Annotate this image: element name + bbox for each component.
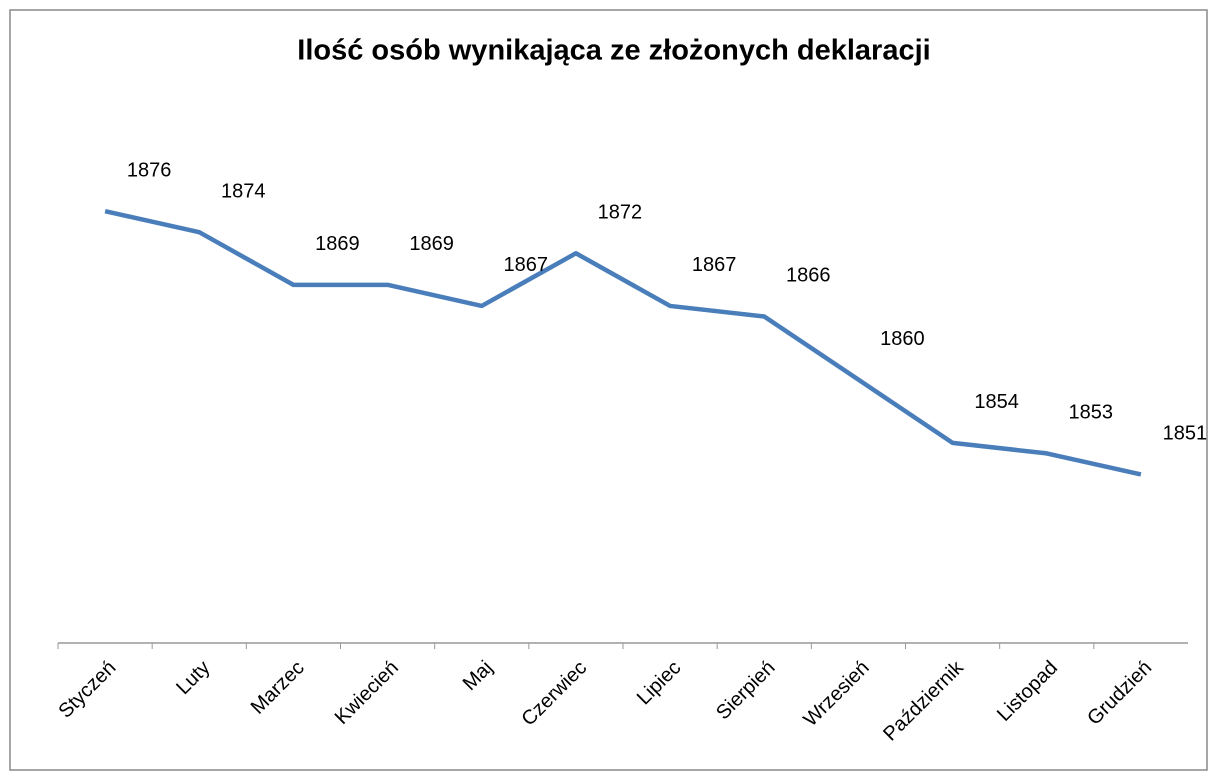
data-label: 1874	[221, 180, 266, 202]
data-label: 1872	[598, 202, 643, 224]
chart-title: Ilość osób wynikająca ze złożonych dekla…	[297, 35, 930, 67]
data-label: 1869	[315, 233, 360, 255]
data-line	[104, 208, 1142, 477]
data-label: 1869	[409, 233, 454, 255]
data-label: 1851	[1163, 423, 1208, 445]
data-label: 1867	[692, 254, 737, 276]
data-label: 1876	[127, 159, 172, 181]
data-label: 1860	[880, 328, 925, 350]
data-label: 1867	[504, 254, 549, 276]
data-label: 1854	[974, 391, 1019, 413]
data-label: 1866	[786, 265, 831, 287]
data-label: 1853	[1069, 402, 1114, 424]
chart-border	[9, 9, 1208, 771]
